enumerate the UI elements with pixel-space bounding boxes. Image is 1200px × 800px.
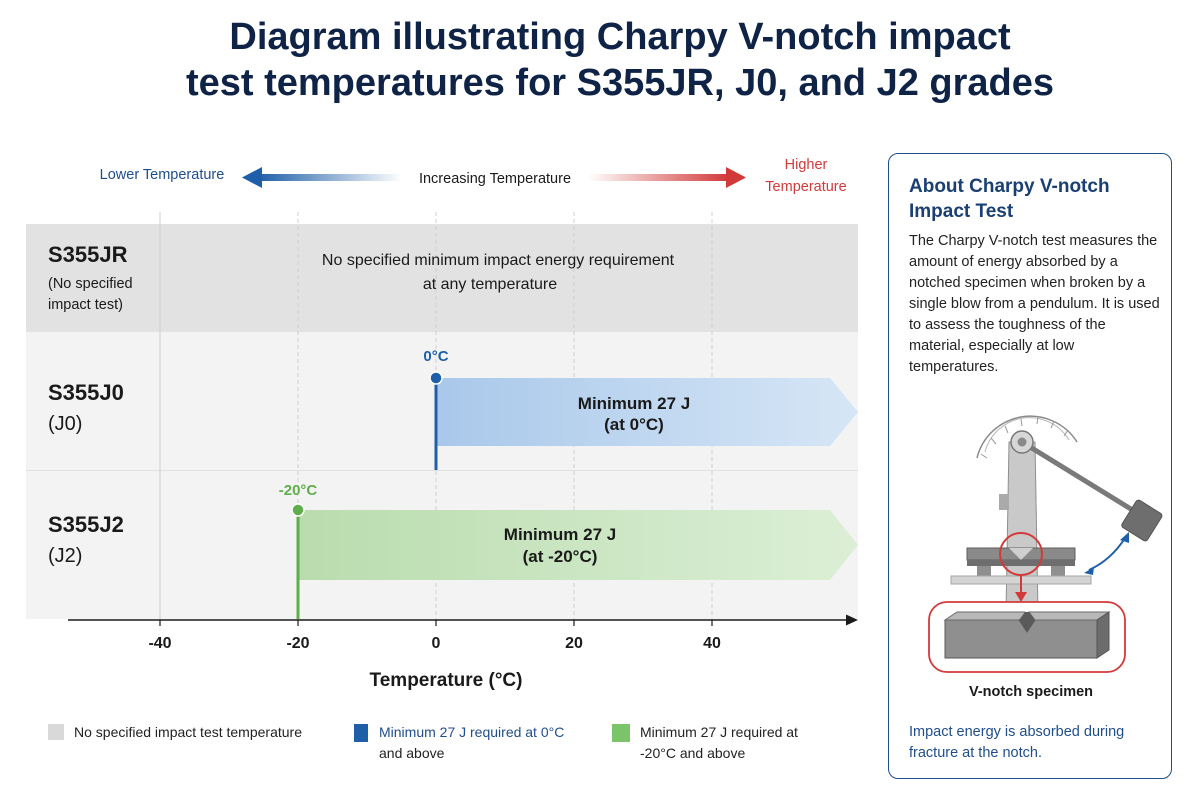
row-sub-s355jr-line-2: impact test) xyxy=(48,297,123,313)
row-sub-s355j2: (J2) xyxy=(48,545,82,567)
x-axis-tick-label: 0 xyxy=(432,635,441,652)
s355jr-message-line-1: No specified minimum impact energy requi… xyxy=(322,252,675,269)
title-line-2: test temperatures for S355JR, J0, and J2… xyxy=(185,62,1055,104)
j0-temperature-dot xyxy=(429,371,443,385)
row-sub-s355j0: (J0) xyxy=(48,413,82,435)
legend-j0-label-line-1: Minimum 27 J required at 0°C xyxy=(379,724,564,740)
x-axis xyxy=(68,614,858,626)
legend-swatch-j2 xyxy=(612,724,630,742)
x-axis-tick-label: 40 xyxy=(703,635,721,652)
legend-swatch-j0 xyxy=(354,724,368,742)
legend-none-label: No specified impact test temperature xyxy=(74,724,302,740)
x-axis-ticks: -40 -20 0 20 40 xyxy=(148,620,721,652)
row-band-s355jr xyxy=(26,224,858,332)
row-sub-s355jr-line-1: (No specified xyxy=(48,276,133,292)
x-axis-tick-label: 20 xyxy=(565,635,583,652)
j2-requirement-line-2: (at -20°C) xyxy=(523,547,598,566)
j2-requirement-arrow xyxy=(298,510,858,580)
j2-temperature-dot xyxy=(291,503,305,517)
j0-requirement-line-2: (at 0°C) xyxy=(604,415,664,434)
lower-temperature-label: Lower Temperature xyxy=(100,167,225,183)
j2-requirement-line-1: Minimum 27 J xyxy=(504,525,616,544)
higher-temperature-arrow xyxy=(588,167,746,188)
legend-j0-label-line-2: and above xyxy=(379,745,445,761)
legend-j2-label-line-1: Minimum 27 J required at xyxy=(640,724,798,740)
lower-temperature-arrow xyxy=(242,167,402,188)
j0-temperature-label: 0°C xyxy=(423,348,448,365)
info-footer: Impact energy is absorbed during fractur… xyxy=(909,724,1125,761)
legend: No specified impact test temperature Min… xyxy=(48,724,798,761)
info-panel: About Charpy V-notch Impact Test The Cha… xyxy=(888,153,1172,779)
x-axis-tick-label: -40 xyxy=(148,635,171,652)
higher-temperature-label-line-1: Higher xyxy=(785,157,828,173)
j2-temperature-label: -20°C xyxy=(279,482,318,499)
info-body: The Charpy V-notch test measures the amo… xyxy=(909,233,1160,375)
temperature-diagram: Lower Temperature Increasing Temperature… xyxy=(26,157,858,761)
x-axis-tick-label: -20 xyxy=(286,635,309,652)
increasing-temperature-label: Increasing Temperature xyxy=(419,171,571,187)
legend-swatch-none xyxy=(48,724,64,740)
specimen-label: V-notch specimen xyxy=(968,684,1094,700)
row-name-s355jr: S355JR xyxy=(48,242,128,267)
j0-requirement-line-1: Minimum 27 J xyxy=(578,394,690,413)
title-line-1: Diagram illustrating Charpy V-notch impa… xyxy=(229,16,1011,58)
s355jr-message-line-2: at any temperature xyxy=(423,276,557,293)
row-name-s355j0: S355J0 xyxy=(48,380,124,405)
x-axis-label: Temperature (°C) xyxy=(370,670,523,691)
j0-requirement-arrow xyxy=(436,378,858,446)
row-name-s355j2: S355J2 xyxy=(48,512,124,537)
info-title: About Charpy V-notch Impact Test xyxy=(909,176,1110,222)
higher-temperature-label-line-2: Temperature xyxy=(765,179,846,195)
page-title: Diagram illustrating Charpy V-notch impa… xyxy=(0,14,1200,106)
specimen-icon xyxy=(928,601,1126,673)
legend-j2-label-line-2: -20°C and above xyxy=(640,745,745,761)
pendulum-illustration xyxy=(928,415,1163,673)
